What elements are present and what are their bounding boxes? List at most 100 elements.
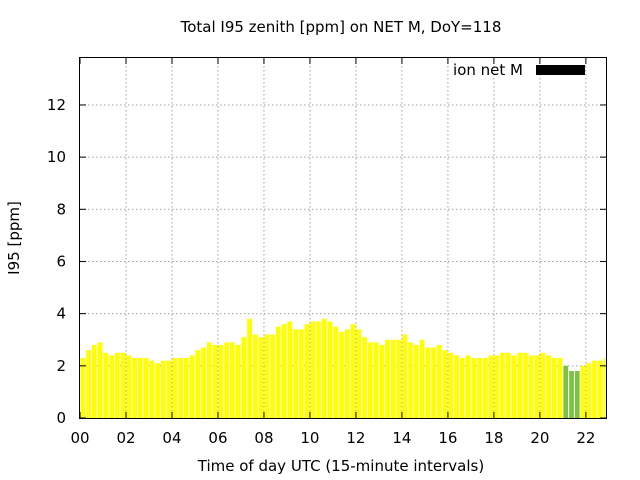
bar (86, 350, 91, 418)
bar (350, 324, 356, 418)
bar (143, 358, 149, 418)
x-tick-label: 16 (438, 429, 457, 447)
bar (212, 344, 218, 418)
bar (103, 352, 109, 418)
bar (523, 352, 528, 418)
bar (327, 321, 333, 418)
bar (287, 321, 293, 418)
bar (569, 371, 574, 418)
bar (574, 371, 580, 418)
bar (160, 360, 166, 418)
bar (385, 339, 390, 418)
bars (80, 318, 606, 418)
bar (298, 329, 304, 418)
bar (126, 355, 132, 418)
bar (356, 329, 362, 418)
bar (390, 339, 396, 418)
x-tick-label: 00 (70, 429, 89, 447)
bar (408, 342, 413, 418)
bar (534, 355, 540, 418)
y-tick-label: 8 (56, 200, 66, 218)
bar (597, 360, 603, 418)
bar (425, 347, 431, 418)
bar (379, 344, 385, 418)
x-axis-label: Time of day UTC (15-minute intervals) (197, 457, 484, 475)
bar (454, 355, 459, 418)
bar (465, 355, 471, 418)
y-tick-label: 12 (47, 96, 66, 114)
bar (275, 326, 281, 418)
bar (551, 358, 557, 418)
bar (540, 352, 546, 418)
bar (166, 360, 172, 418)
bar (195, 350, 201, 418)
bar (488, 355, 494, 418)
bar (373, 342, 379, 418)
bar (500, 352, 505, 418)
plot-frame (79, 57, 607, 419)
legend-swatch (536, 65, 585, 75)
bar (482, 358, 488, 418)
bar (586, 363, 592, 418)
bar (114, 352, 120, 418)
bar (333, 326, 339, 418)
bar (436, 344, 442, 418)
bar (218, 344, 224, 418)
bar (528, 355, 534, 418)
legend: ion net M (453, 61, 585, 79)
bar (264, 334, 270, 418)
x-tick-label: 02 (116, 429, 135, 447)
bar (546, 355, 551, 418)
bar (132, 358, 137, 418)
bar (183, 358, 189, 418)
x-tick-label: 06 (208, 429, 227, 447)
bar (91, 344, 97, 418)
bar (172, 358, 178, 418)
bar (396, 339, 402, 418)
bar (603, 358, 606, 418)
bar (419, 339, 425, 418)
bar (178, 358, 183, 418)
bar (201, 347, 206, 418)
bar (304, 324, 310, 418)
axis-ticks (79, 58, 606, 419)
bar (80, 358, 86, 418)
bar (270, 334, 275, 418)
x-tick-label: 12 (346, 429, 365, 447)
bar (281, 324, 287, 418)
y-tick-label: 2 (56, 357, 66, 375)
bar (413, 344, 419, 418)
bar (137, 358, 143, 418)
bar (367, 342, 373, 418)
bar (120, 352, 126, 418)
bar (557, 358, 563, 418)
x-tick-label: 14 (392, 429, 411, 447)
y-tick-label: 6 (56, 252, 66, 270)
bar (477, 358, 482, 418)
bar (339, 331, 344, 418)
y-tick-labels: 0 2 4 6 8 10 12 (47, 96, 66, 427)
y-tick-label: 4 (56, 305, 66, 323)
bar (293, 329, 298, 418)
bar (344, 329, 350, 418)
bar (517, 352, 523, 418)
bar (431, 347, 436, 418)
chart-title: Total I95 zenith [ppm] on NET M, DoY=118 (180, 18, 502, 36)
bar (511, 355, 517, 418)
bar (224, 342, 229, 418)
bar (252, 334, 258, 418)
bar (505, 352, 511, 418)
bar (494, 355, 500, 418)
legend-label: ion net M (453, 61, 523, 79)
bar (592, 360, 597, 418)
y-tick-label: 10 (47, 148, 66, 166)
bar (258, 337, 264, 418)
bar (471, 358, 477, 418)
y-tick-label: 0 (56, 409, 66, 427)
x-tick-label: 18 (484, 429, 503, 447)
bar (321, 318, 327, 418)
bar (109, 355, 114, 418)
x-tick-label: 08 (254, 429, 273, 447)
bar (247, 318, 252, 418)
x-tick-label: 20 (530, 429, 549, 447)
